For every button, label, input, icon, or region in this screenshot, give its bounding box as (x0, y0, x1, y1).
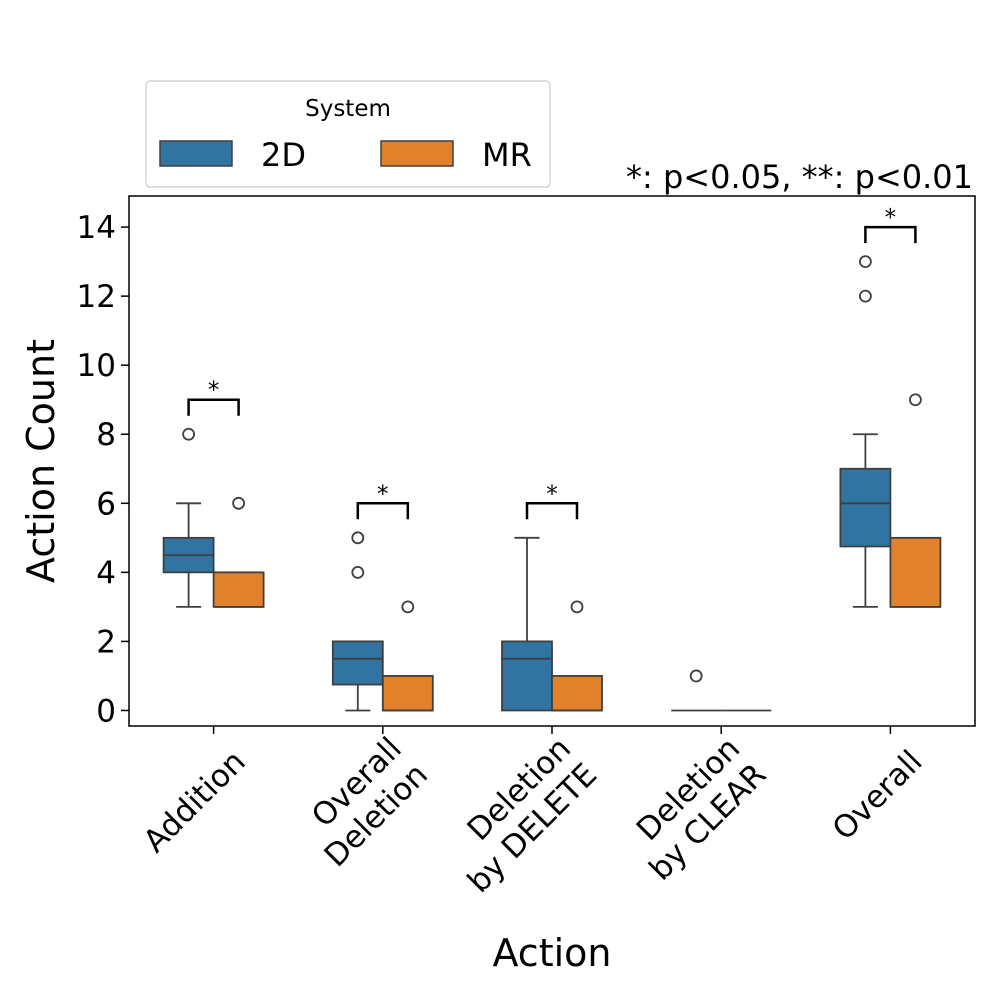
outlier-point (182, 427, 196, 441)
box-2d-4 (671, 669, 722, 712)
significance-label: * (885, 205, 897, 231)
outlier-point (909, 393, 922, 407)
outlier-point (859, 255, 872, 269)
y-tick-label: 2 (96, 624, 116, 660)
box-body (331, 640, 384, 686)
box-body (551, 675, 603, 712)
outlier-point (351, 565, 365, 579)
bracket-line (864, 225, 917, 244)
legend: System 2D MR (145, 80, 551, 188)
box-2d-1 (162, 427, 215, 608)
plot-area: * * * * (162, 205, 942, 712)
box-body (501, 640, 553, 712)
significance-bracket-1: * (187, 378, 240, 416)
legend-label-mr: MR (482, 136, 532, 174)
outlier-point (859, 289, 872, 303)
outlier-point (351, 531, 365, 545)
significance-label: * (377, 481, 389, 507)
y-tick-label: 12 (77, 279, 116, 315)
box-body (889, 536, 942, 608)
box-body (381, 675, 434, 712)
outlier-point (401, 600, 415, 614)
box-2d-2 (331, 531, 384, 712)
box-mr-5 (889, 393, 942, 608)
bracket-line (356, 502, 410, 520)
x-axis-label: Action (492, 931, 611, 975)
box-mr-3 (551, 600, 603, 712)
box-2d-3 (501, 536, 553, 712)
bracket-line (187, 398, 240, 416)
significance-bracket-5: * (864, 205, 917, 244)
y-tick-label: 10 (77, 348, 116, 384)
outlier-point (689, 669, 703, 683)
x-tick-label-line: Addition (137, 744, 253, 860)
significance-label: * (546, 481, 558, 507)
box-body (212, 571, 265, 608)
y-tick-label: 8 (96, 417, 116, 453)
legend-swatch-mr (380, 140, 454, 167)
significance-note: *: p<0.05, **: p<0.01 (626, 158, 973, 196)
box-body (839, 467, 892, 548)
legend-label-2d: 2D (261, 136, 306, 174)
legend-title: System (305, 96, 391, 122)
box-mr-2 (381, 600, 434, 712)
x-tick-label-5: Overall (826, 744, 930, 848)
legend-swatch-2d (159, 140, 233, 167)
significance-label: * (208, 378, 220, 404)
box-mr-1 (212, 496, 265, 608)
x-tick-label-line: Overall (826, 744, 930, 848)
y-tick-label: 0 (96, 693, 116, 729)
x-tick-label-1: Addition (137, 744, 253, 860)
significance-bracket-3: * (525, 481, 579, 520)
box-2d-5 (839, 255, 892, 608)
y-tick-label: 4 (96, 555, 116, 591)
y-tick-label: 6 (96, 486, 116, 522)
y-axis-label: Action Count (19, 339, 63, 583)
outlier-point (232, 496, 246, 510)
bracket-line (525, 502, 579, 520)
significance-bracket-2: * (356, 481, 410, 520)
outlier-point (570, 600, 584, 614)
y-tick-label: 14 (77, 210, 116, 246)
